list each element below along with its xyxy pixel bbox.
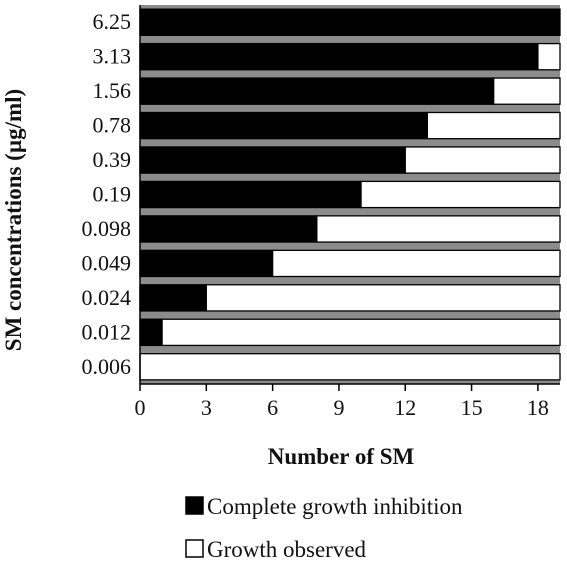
bar-growth-observed-1_56 [493, 77, 561, 105]
bar-complete-growth-inhibition-6_25 [139, 8, 561, 36]
legend-label-growth-observed: Growth observed [207, 537, 367, 562]
x-tick-label: 15 [461, 395, 483, 420]
legend-label-complete-growth-inhibition: Complete growth inhibition [207, 494, 463, 519]
bar-growth-observed-0_024 [205, 284, 561, 312]
bar-growth-observed-0_006 [139, 353, 561, 381]
x-tick-label: 12 [394, 395, 416, 420]
x-tick-label: 0 [135, 395, 146, 420]
legend: Complete growth inhibition Growth observ… [185, 494, 463, 562]
bar-growth-observed-3_13 [537, 42, 561, 71]
bar-complete-growth-inhibition-0_39 [139, 146, 406, 174]
legend-swatch-complete-growth-inhibition [185, 496, 204, 515]
bar-complete-growth-inhibition-0_19 [139, 180, 362, 209]
x-tick-label: 3 [201, 395, 212, 420]
bar-complete-growth-inhibition-1_56 [139, 77, 495, 105]
bar-complete-growth-inhibition-0_049 [139, 249, 274, 278]
bar-growth-observed-0_78 [426, 111, 561, 140]
bar-growth-observed-0_39 [404, 146, 561, 174]
bar-complete-growth-inhibition-0_012 [139, 318, 163, 347]
bars-layer [139, 5, 561, 384]
y-tick-label: 0.098 [82, 216, 132, 241]
y-tick-label: 0.024 [82, 285, 132, 310]
y-tick-label: 6.25 [93, 9, 132, 34]
bar-complete-growth-inhibition-0_78 [139, 111, 429, 140]
bar-growth-observed-0_19 [360, 180, 561, 209]
y-tick-label: 3.13 [93, 44, 132, 69]
y-tick-label: 0.39 [93, 147, 132, 172]
x-tick-label: 9 [333, 395, 344, 420]
bar-complete-growth-inhibition-0_098 [139, 215, 318, 243]
y-tick-label: 0.012 [82, 319, 132, 344]
y-tick-label: 0.006 [82, 354, 132, 379]
y-tick-label: 0.78 [93, 113, 132, 138]
bar-complete-growth-inhibition-0_024 [139, 284, 207, 312]
bar-growth-observed-0_012 [161, 318, 561, 347]
x-tick-label: 18 [527, 395, 549, 420]
bar-growth-observed-0_098 [316, 215, 561, 243]
y-tick-label: 0.049 [82, 250, 132, 275]
legend-swatch-growth-observed [185, 539, 204, 558]
axes-layer: 6.25 3.13 1.56 0.78 0.39 0.19 0.098 0.049 0.024 0… [82, 5, 560, 420]
y-tick-label: 1.56 [93, 78, 132, 103]
bar-complete-growth-inhibition-3_13 [139, 42, 539, 71]
x-tick-label: 6 [267, 395, 278, 420]
y-tick-label: 0.19 [93, 182, 132, 207]
y-axis-title: SM concentrations (µg/ml) [1, 89, 26, 351]
x-axis-title: Number of SM [268, 444, 415, 469]
bar-growth-observed-0_049 [271, 249, 561, 278]
